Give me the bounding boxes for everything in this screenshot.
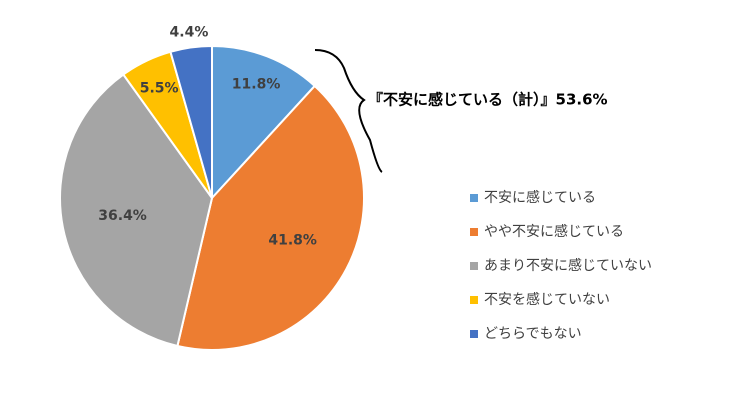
data-label: 41.8% [268,233,317,249]
brace [314,49,383,173]
pie-slice [176,84,365,351]
annotation: 『不安に感じている（計）』53.6% [368,91,608,109]
legend-marker [470,228,478,236]
legend-label: 不安に感じている [484,189,596,206]
legend-label: 不安を感じていない [484,291,610,308]
legend-marker [470,262,478,270]
pie-slice [211,44,317,201]
legend-label: やや不安に感じている [484,223,624,240]
data-label: 4.4% [170,24,209,40]
data-label: 11.8% [232,77,281,93]
legend-label: あまり不安に感じていない [484,257,652,274]
data-label: 36.4% [98,208,147,224]
legend-label: どちらでもない [484,326,582,342]
legend-marker [470,296,478,304]
pie-slice [169,44,213,199]
legend-marker [470,330,478,338]
legend-marker [470,194,478,202]
data-label: 5.5% [140,80,179,96]
pie-slice [59,73,214,348]
